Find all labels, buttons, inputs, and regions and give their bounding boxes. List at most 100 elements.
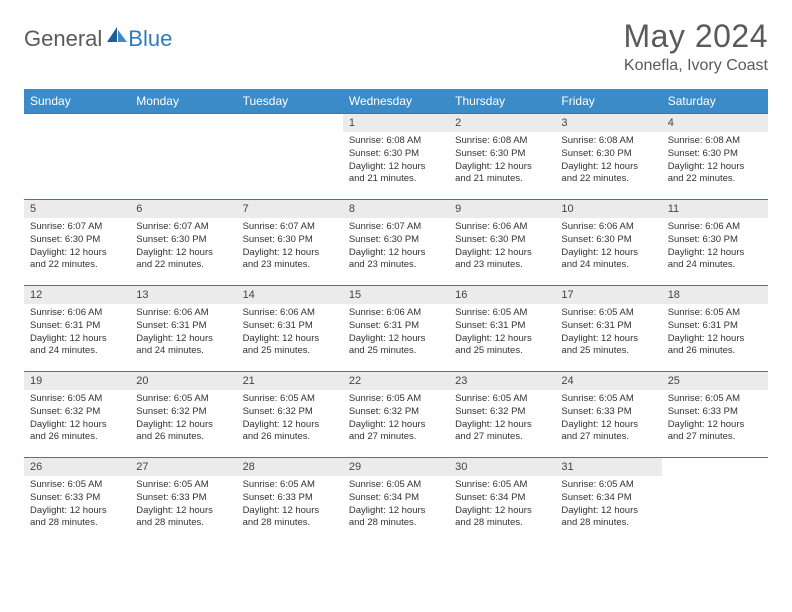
calendar-week-row: 12Sunrise: 6:06 AMSunset: 6:31 PMDayligh… — [24, 286, 768, 372]
calendar-cell: 8Sunrise: 6:07 AMSunset: 6:30 PMDaylight… — [343, 200, 449, 286]
calendar-header-tuesday: Tuesday — [237, 89, 343, 114]
day-number: 12 — [24, 286, 130, 304]
day-number: 21 — [237, 372, 343, 390]
brand-sail-icon — [106, 26, 128, 44]
day-number: 7 — [237, 200, 343, 218]
day-number: 14 — [237, 286, 343, 304]
day-info: Sunrise: 6:06 AMSunset: 6:31 PMDaylight:… — [24, 304, 130, 362]
calendar-cell: 30Sunrise: 6:05 AMSunset: 6:34 PMDayligh… — [449, 458, 555, 544]
calendar-cell: 26Sunrise: 6:05 AMSunset: 6:33 PMDayligh… — [24, 458, 130, 544]
calendar-cell: 31Sunrise: 6:05 AMSunset: 6:34 PMDayligh… — [555, 458, 661, 544]
brand-logo: General Blue — [24, 18, 172, 52]
day-number: 6 — [130, 200, 236, 218]
day-info: Sunrise: 6:05 AMSunset: 6:31 PMDaylight:… — [449, 304, 555, 362]
calendar-week-row: 19Sunrise: 6:05 AMSunset: 6:32 PMDayligh… — [24, 372, 768, 458]
calendar-cell: 23Sunrise: 6:05 AMSunset: 6:32 PMDayligh… — [449, 372, 555, 458]
calendar-cell — [130, 114, 236, 200]
day-number: 9 — [449, 200, 555, 218]
calendar-cell: 27Sunrise: 6:05 AMSunset: 6:33 PMDayligh… — [130, 458, 236, 544]
day-info: Sunrise: 6:06 AMSunset: 6:31 PMDaylight:… — [343, 304, 449, 362]
calendar-cell: 3Sunrise: 6:08 AMSunset: 6:30 PMDaylight… — [555, 114, 661, 200]
calendar-header-monday: Monday — [130, 89, 236, 114]
day-info: Sunrise: 6:05 AMSunset: 6:34 PMDaylight:… — [343, 476, 449, 534]
calendar-cell: 17Sunrise: 6:05 AMSunset: 6:31 PMDayligh… — [555, 286, 661, 372]
day-number: 31 — [555, 458, 661, 476]
day-number: 11 — [662, 200, 768, 218]
calendar-week-row: 1Sunrise: 6:08 AMSunset: 6:30 PMDaylight… — [24, 114, 768, 200]
day-info: Sunrise: 6:05 AMSunset: 6:32 PMDaylight:… — [449, 390, 555, 448]
day-info: Sunrise: 6:05 AMSunset: 6:33 PMDaylight:… — [130, 476, 236, 534]
day-info: Sunrise: 6:07 AMSunset: 6:30 PMDaylight:… — [237, 218, 343, 276]
day-number: 17 — [555, 286, 661, 304]
calendar-cell: 5Sunrise: 6:07 AMSunset: 6:30 PMDaylight… — [24, 200, 130, 286]
day-info: Sunrise: 6:05 AMSunset: 6:32 PMDaylight:… — [343, 390, 449, 448]
day-number: 2 — [449, 114, 555, 132]
day-number: 22 — [343, 372, 449, 390]
day-number: 27 — [130, 458, 236, 476]
day-number — [130, 114, 236, 120]
day-number: 26 — [24, 458, 130, 476]
day-number: 23 — [449, 372, 555, 390]
calendar-cell: 16Sunrise: 6:05 AMSunset: 6:31 PMDayligh… — [449, 286, 555, 372]
day-number: 3 — [555, 114, 661, 132]
calendar-cell: 4Sunrise: 6:08 AMSunset: 6:30 PMDaylight… — [662, 114, 768, 200]
day-info: Sunrise: 6:08 AMSunset: 6:30 PMDaylight:… — [343, 132, 449, 190]
calendar-page: General Blue May 2024 Konefla, Ivory Coa… — [0, 0, 792, 562]
day-number — [662, 458, 768, 464]
day-info: Sunrise: 6:06 AMSunset: 6:30 PMDaylight:… — [662, 218, 768, 276]
day-info: Sunrise: 6:05 AMSunset: 6:32 PMDaylight:… — [237, 390, 343, 448]
day-info: Sunrise: 6:06 AMSunset: 6:30 PMDaylight:… — [449, 218, 555, 276]
day-info: Sunrise: 6:07 AMSunset: 6:30 PMDaylight:… — [130, 218, 236, 276]
day-number: 20 — [130, 372, 236, 390]
day-info: Sunrise: 6:05 AMSunset: 6:34 PMDaylight:… — [449, 476, 555, 534]
day-number: 18 — [662, 286, 768, 304]
day-number: 30 — [449, 458, 555, 476]
day-info: Sunrise: 6:05 AMSunset: 6:33 PMDaylight:… — [24, 476, 130, 534]
month-title: May 2024 — [623, 18, 768, 55]
day-info: Sunrise: 6:05 AMSunset: 6:33 PMDaylight:… — [662, 390, 768, 448]
brand-text-blue: Blue — [128, 26, 172, 52]
day-info: Sunrise: 6:05 AMSunset: 6:31 PMDaylight:… — [555, 304, 661, 362]
calendar-header-sunday: Sunday — [24, 89, 130, 114]
day-info: Sunrise: 6:08 AMSunset: 6:30 PMDaylight:… — [662, 132, 768, 190]
page-header: General Blue May 2024 Konefla, Ivory Coa… — [24, 18, 768, 75]
calendar-cell — [662, 458, 768, 544]
day-info: Sunrise: 6:07 AMSunset: 6:30 PMDaylight:… — [24, 218, 130, 276]
day-number: 5 — [24, 200, 130, 218]
calendar-week-row: 26Sunrise: 6:05 AMSunset: 6:33 PMDayligh… — [24, 458, 768, 544]
calendar-cell: 11Sunrise: 6:06 AMSunset: 6:30 PMDayligh… — [662, 200, 768, 286]
day-number: 16 — [449, 286, 555, 304]
calendar-cell: 6Sunrise: 6:07 AMSunset: 6:30 PMDaylight… — [130, 200, 236, 286]
brand-text-general: General — [24, 26, 102, 52]
calendar-cell — [237, 114, 343, 200]
calendar-cell: 22Sunrise: 6:05 AMSunset: 6:32 PMDayligh… — [343, 372, 449, 458]
day-info: Sunrise: 6:07 AMSunset: 6:30 PMDaylight:… — [343, 218, 449, 276]
calendar-cell: 21Sunrise: 6:05 AMSunset: 6:32 PMDayligh… — [237, 372, 343, 458]
day-number — [24, 114, 130, 120]
calendar-cell: 2Sunrise: 6:08 AMSunset: 6:30 PMDaylight… — [449, 114, 555, 200]
day-number: 10 — [555, 200, 661, 218]
calendar-cell — [24, 114, 130, 200]
day-number: 24 — [555, 372, 661, 390]
day-info: Sunrise: 6:05 AMSunset: 6:34 PMDaylight:… — [555, 476, 661, 534]
day-number: 8 — [343, 200, 449, 218]
day-number: 25 — [662, 372, 768, 390]
day-info: Sunrise: 6:05 AMSunset: 6:31 PMDaylight:… — [662, 304, 768, 362]
calendar-cell: 24Sunrise: 6:05 AMSunset: 6:33 PMDayligh… — [555, 372, 661, 458]
day-number — [237, 114, 343, 120]
calendar-week-row: 5Sunrise: 6:07 AMSunset: 6:30 PMDaylight… — [24, 200, 768, 286]
calendar-cell: 25Sunrise: 6:05 AMSunset: 6:33 PMDayligh… — [662, 372, 768, 458]
day-info: Sunrise: 6:06 AMSunset: 6:30 PMDaylight:… — [555, 218, 661, 276]
calendar-cell: 9Sunrise: 6:06 AMSunset: 6:30 PMDaylight… — [449, 200, 555, 286]
day-number: 15 — [343, 286, 449, 304]
day-number: 28 — [237, 458, 343, 476]
calendar-header-wednesday: Wednesday — [343, 89, 449, 114]
title-block: May 2024 Konefla, Ivory Coast — [623, 18, 768, 75]
day-number: 1 — [343, 114, 449, 132]
day-info: Sunrise: 6:05 AMSunset: 6:33 PMDaylight:… — [237, 476, 343, 534]
calendar-cell: 19Sunrise: 6:05 AMSunset: 6:32 PMDayligh… — [24, 372, 130, 458]
day-info: Sunrise: 6:05 AMSunset: 6:32 PMDaylight:… — [130, 390, 236, 448]
day-info: Sunrise: 6:05 AMSunset: 6:32 PMDaylight:… — [24, 390, 130, 448]
day-number: 29 — [343, 458, 449, 476]
day-number: 13 — [130, 286, 236, 304]
